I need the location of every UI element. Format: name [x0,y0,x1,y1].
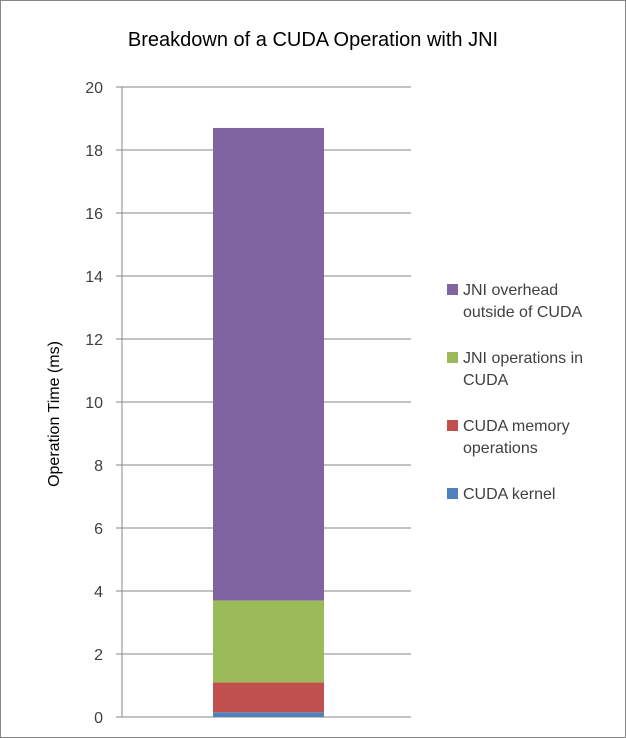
legend-label: JNI overhead [463,282,558,299]
legend-entry: CUDA memory operations [447,418,570,457]
y-axis-title: Operation Time (ms) [46,341,63,487]
legend-entry: JNI overhead outside of CUDA [447,282,582,321]
y-tick-label: 6 [94,521,103,538]
chart-title: Breakdown of a CUDA Operation with JNI [127,29,499,51]
y-tick-label: 2 [94,647,103,664]
y-tick-label: 12 [85,332,103,349]
y-tick-label: 4 [94,584,103,601]
legend-swatch [447,488,458,499]
y-tick-label: 18 [85,143,103,160]
y-tick-labels: 0 2 4 6 8 10 12 14 16 18 20 [85,80,103,727]
legend-label: CUDA memory [463,418,570,435]
y-tick-label: 8 [94,458,103,475]
legend-label: CUDA [463,372,509,389]
legend-label: CUDA kernel [463,486,555,503]
legend: JNI overhead outside of CUDA JNI operation… [447,282,583,503]
y-tick-label: 14 [85,269,103,286]
legend-swatch [447,284,458,295]
legend-label: operations [463,440,538,457]
legend-swatch [447,352,458,363]
stacked-bar [213,127,324,717]
bar-segment-cuda-kernel [213,712,324,717]
bar-segment-jni-operations-in-cuda [213,600,324,683]
bar-segment-cuda-memory-operations [213,682,324,713]
legend-swatch [447,420,458,431]
bar-segment-jni-overhead-outside-of-cuda [213,127,324,601]
legend-entry: CUDA kernel [447,486,555,503]
legend-entry: JNI operations in CUDA [447,350,583,389]
y-tick-label: 20 [85,80,103,97]
y-tick-label: 10 [85,395,103,412]
legend-label: outside of CUDA [463,304,582,321]
legend-label: JNI operations in [463,350,583,367]
y-tick-label: 0 [94,710,103,727]
y-tick-label: 16 [85,206,103,223]
